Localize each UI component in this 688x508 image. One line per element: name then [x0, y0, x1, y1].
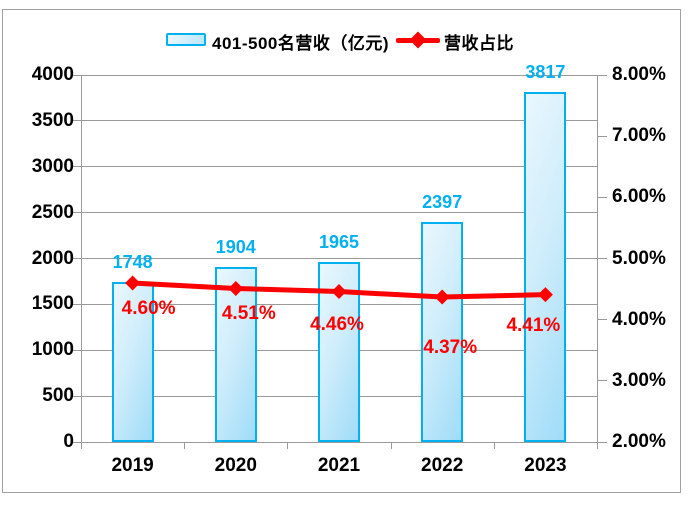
left-axis-tick — [71, 349, 81, 351]
bar-2020 — [214, 267, 257, 442]
left-axis-tick — [71, 212, 81, 214]
line-point-label: 4.37% — [423, 337, 478, 359]
left-axis-tick — [71, 166, 81, 168]
x-axis-label: 2022 — [421, 455, 464, 476]
right-axis-tick-label: 5.00% — [612, 247, 666, 269]
left-axis-tick-label: 2000 — [31, 247, 74, 269]
right-axis-tick — [597, 196, 607, 198]
left-axis-tick-label: 500 — [42, 385, 74, 407]
right-axis-tick — [597, 74, 607, 76]
right-axis-tick-label: 7.00% — [612, 125, 666, 147]
line-marker-diamond — [537, 287, 553, 303]
chart-legend: 401-500名营收（亿元) 营收占比 — [0, 0, 688, 60]
bar-2022 — [421, 222, 464, 442]
gridline — [81, 258, 597, 259]
left-axis-tick — [71, 120, 81, 122]
line-point-label: 4.51% — [221, 303, 276, 325]
line-marker-diamond — [228, 280, 244, 296]
gridline — [81, 212, 597, 214]
left-axis-tick-label: 1000 — [31, 339, 74, 361]
left-axis-tick-label: 4000 — [31, 64, 74, 85]
line-marker-diamond — [331, 284, 347, 300]
left-axis-tick — [71, 258, 81, 259]
right-axis-tick — [597, 380, 607, 382]
x-axis-tick — [81, 442, 82, 449]
gridline — [81, 166, 597, 168]
legend-bar-label: 401-500名营收（亿元) — [212, 34, 390, 53]
bar-value-label: 3817 — [525, 61, 566, 82]
right-axis-tick-label: 4.00% — [612, 308, 666, 330]
right-axis-tick — [597, 135, 607, 137]
right-axis-tick-label: 2.00% — [612, 431, 666, 452]
x-axis-tick — [493, 442, 495, 449]
right-axis-tick-label: 6.00% — [612, 186, 666, 208]
line-point-label: 4.41% — [506, 314, 561, 336]
line-point-label: 4.60% — [121, 297, 176, 319]
bar-value-label: 2397 — [422, 192, 463, 213]
left-axis-line — [81, 75, 82, 442]
right-axis-tick — [597, 319, 607, 321]
line-marker-diamond — [434, 289, 450, 305]
line-marker-diamond — [125, 275, 141, 291]
left-axis-tick-label: 2500 — [31, 201, 74, 223]
line-point-label: 4.46% — [310, 313, 364, 335]
x-axis-tick — [287, 442, 289, 449]
x-axis-label: 2023 — [524, 455, 567, 476]
right-axis-tick — [597, 258, 607, 259]
left-axis-tick-label: 3000 — [31, 155, 74, 177]
bar-2023 — [524, 91, 567, 442]
left-axis-tick-label: 3500 — [31, 109, 74, 131]
x-axis-label: 2021 — [317, 455, 361, 476]
right-axis-line — [597, 75, 598, 442]
x-axis-tick — [597, 442, 598, 449]
left-axis-tick — [71, 441, 81, 443]
left-axis-tick — [71, 395, 81, 397]
left-axis-tick-label: 1500 — [31, 293, 74, 315]
right-axis-tick-label: 8.00% — [612, 64, 666, 85]
right-axis-tick — [597, 441, 607, 443]
x-axis-label: 2019 — [111, 455, 154, 476]
left-axis-tick-label: 0 — [63, 431, 74, 452]
right-axis-tick-label: 3.00% — [612, 369, 666, 391]
left-axis-tick — [71, 74, 81, 76]
gridline — [81, 120, 597, 122]
x-axis-tick — [390, 442, 392, 449]
bar-value-label: 1904 — [215, 237, 256, 258]
gridline — [81, 74, 597, 76]
legend-bar-swatch-icon — [166, 33, 206, 46]
x-axis-label: 2020 — [214, 455, 257, 476]
legend-line-label: 营收占比 — [444, 34, 514, 53]
x-axis-tick — [184, 442, 186, 449]
left-axis-tick — [71, 303, 81, 305]
gridline — [81, 441, 597, 443]
bar-value-label: 1965 — [318, 231, 360, 252]
bar-value-label: 1748 — [112, 251, 153, 272]
